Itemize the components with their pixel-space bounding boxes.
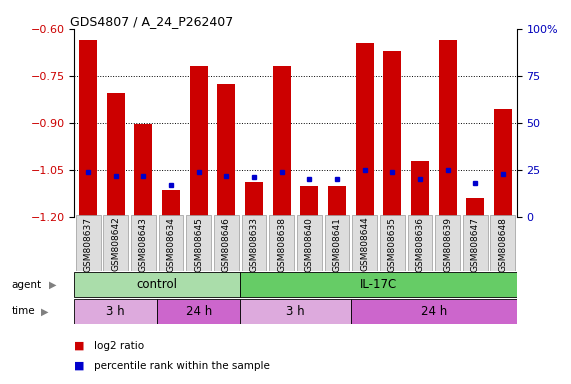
Text: GSM808635: GSM808635: [388, 217, 397, 272]
FancyBboxPatch shape: [380, 215, 405, 271]
Text: agent: agent: [11, 280, 42, 290]
FancyBboxPatch shape: [297, 215, 322, 271]
Bar: [467, 198, 484, 217]
Text: 3 h: 3 h: [106, 305, 125, 318]
FancyBboxPatch shape: [214, 215, 239, 271]
FancyBboxPatch shape: [240, 272, 517, 297]
Text: ■: ■: [74, 341, 85, 351]
Bar: [162, 190, 180, 217]
FancyBboxPatch shape: [242, 215, 267, 271]
Bar: [383, 51, 401, 217]
FancyBboxPatch shape: [186, 215, 211, 271]
FancyBboxPatch shape: [75, 215, 100, 271]
FancyBboxPatch shape: [157, 299, 240, 324]
FancyBboxPatch shape: [435, 215, 460, 271]
FancyBboxPatch shape: [463, 215, 488, 271]
Text: GSM808634: GSM808634: [167, 217, 175, 271]
Bar: [273, 66, 291, 217]
Text: GSM808644: GSM808644: [360, 217, 369, 271]
Bar: [107, 93, 124, 217]
Bar: [245, 182, 263, 217]
Text: GSM808641: GSM808641: [332, 217, 341, 271]
Bar: [356, 43, 373, 217]
Bar: [328, 185, 346, 217]
Bar: [79, 40, 97, 217]
Text: 24 h: 24 h: [421, 305, 447, 318]
Text: control: control: [136, 278, 178, 291]
Bar: [218, 84, 235, 217]
Bar: [300, 185, 318, 217]
Text: GSM808638: GSM808638: [277, 217, 286, 272]
Text: GSM808648: GSM808648: [498, 217, 508, 271]
FancyBboxPatch shape: [159, 215, 183, 271]
Text: GSM808640: GSM808640: [305, 217, 314, 271]
Text: GSM808642: GSM808642: [111, 217, 120, 271]
FancyBboxPatch shape: [490, 215, 516, 271]
Bar: [494, 109, 512, 217]
FancyBboxPatch shape: [131, 215, 156, 271]
FancyBboxPatch shape: [74, 272, 240, 297]
Bar: [439, 40, 457, 217]
Text: GSM808647: GSM808647: [471, 217, 480, 271]
FancyBboxPatch shape: [324, 215, 349, 271]
Text: GDS4807 / A_24_P262407: GDS4807 / A_24_P262407: [70, 15, 233, 28]
FancyBboxPatch shape: [352, 215, 377, 271]
FancyBboxPatch shape: [103, 215, 128, 271]
Bar: [190, 66, 208, 217]
Text: log2 ratio: log2 ratio: [94, 341, 144, 351]
Bar: [134, 124, 152, 217]
Text: time: time: [11, 306, 35, 316]
FancyBboxPatch shape: [74, 299, 157, 324]
FancyBboxPatch shape: [240, 299, 351, 324]
Text: percentile rank within the sample: percentile rank within the sample: [94, 361, 270, 371]
Bar: [411, 161, 429, 217]
Text: GSM808639: GSM808639: [443, 217, 452, 272]
Text: GSM808633: GSM808633: [250, 217, 259, 272]
FancyBboxPatch shape: [408, 215, 432, 271]
Text: GSM808646: GSM808646: [222, 217, 231, 271]
Text: GSM808637: GSM808637: [83, 217, 93, 272]
Text: ■: ■: [74, 361, 85, 371]
Text: GSM808643: GSM808643: [139, 217, 148, 271]
Text: 3 h: 3 h: [286, 305, 305, 318]
Text: 24 h: 24 h: [186, 305, 212, 318]
Text: GSM808645: GSM808645: [194, 217, 203, 271]
FancyBboxPatch shape: [351, 299, 517, 324]
Text: ▶: ▶: [49, 280, 56, 290]
Text: GSM808636: GSM808636: [416, 217, 424, 272]
FancyBboxPatch shape: [269, 215, 294, 271]
Text: IL-17C: IL-17C: [360, 278, 397, 291]
Text: ▶: ▶: [41, 306, 49, 316]
